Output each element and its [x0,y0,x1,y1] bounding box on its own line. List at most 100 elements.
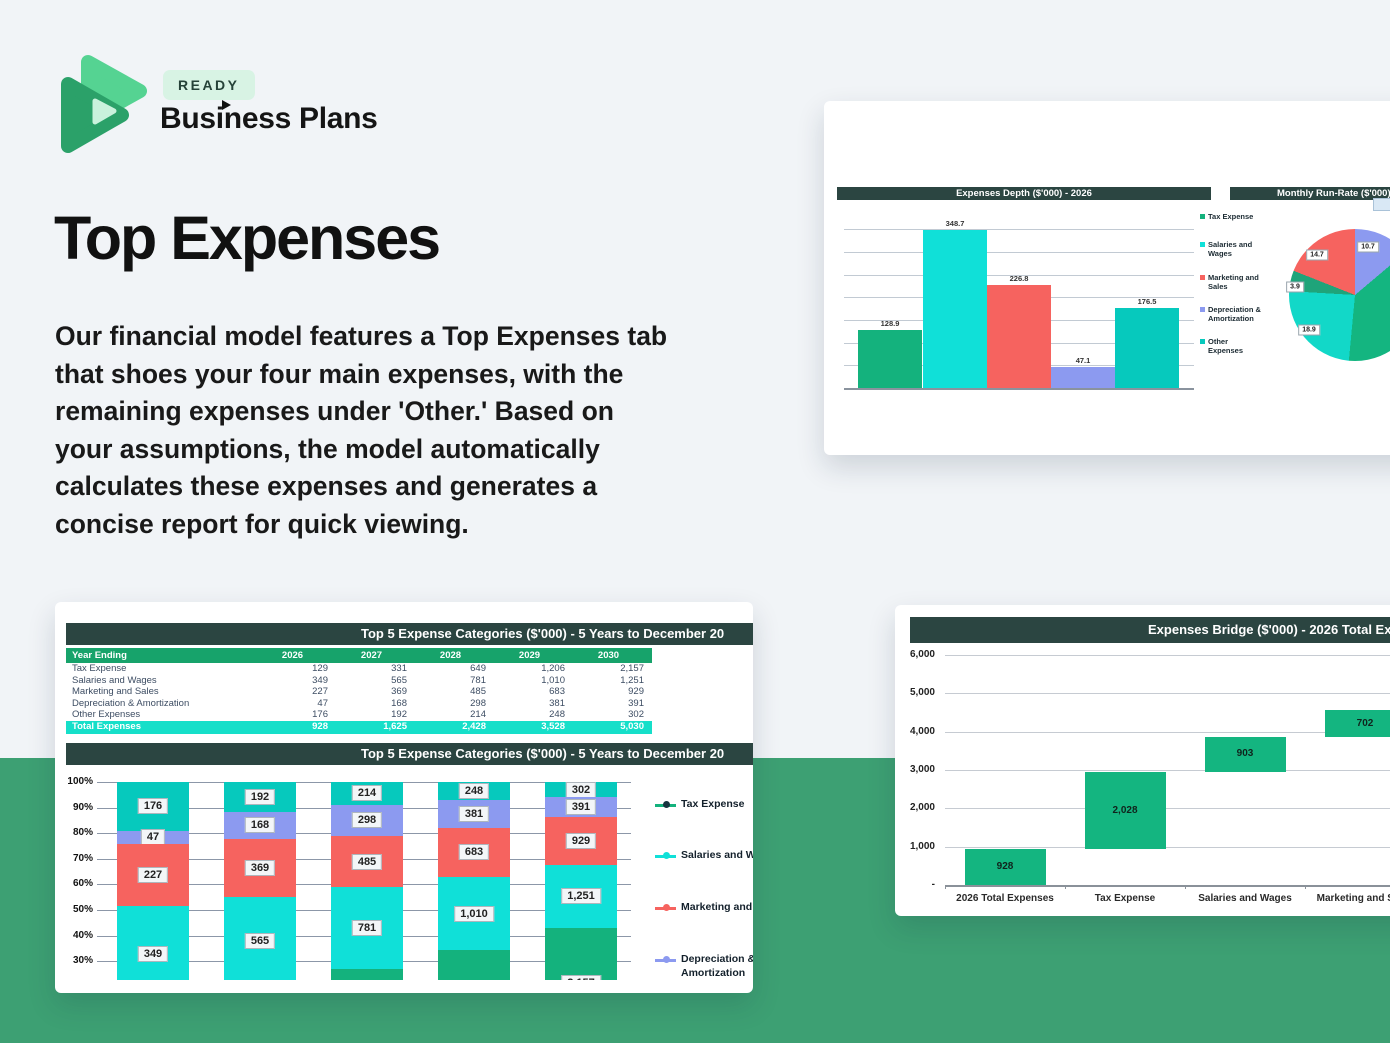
table-row: Depreciation & Amortization 47 168 298 381 39… [66,698,652,710]
x-axis-label: Tax Expense [1094,893,1156,904]
segment-label: 349 [137,946,169,963]
legend-label: Depreciation & Amortization [1208,305,1261,323]
table-header-row: Year Ending 2026 2027 2028 2029 2030 [66,648,652,663]
table-cell: 1,625 [383,721,407,732]
segment-label: 2,157 [561,975,601,980]
bar-value-label: 903 [1236,748,1254,760]
chart-title-depth: Expenses Depth ($'000) - 2026 [956,188,1092,199]
table-cell: 391 [628,697,644,709]
expenses-bridge-card: Expenses Bridge ($'000) - 2026 Total Exp… [895,605,1390,916]
segment-label: 683 [458,844,490,861]
legend-label: Depreciation & Amortization [681,953,753,979]
gridline [945,731,1390,733]
legend-label: Marketing and Sales [681,901,753,913]
axis-tick-mark [1305,885,1306,889]
segment-label: 214 [351,785,383,802]
pie-slice-label: 3.9 [1286,281,1304,293]
stacked-bar: 17647227349129 [117,782,189,980]
table-cell: 2030 [597,650,620,661]
axis-tick-mark [945,885,946,889]
table-cell: 168 [391,697,407,709]
bar [858,329,922,388]
bar-value-label: 702 [1356,717,1374,729]
page-description: Our financial model features a Top Expen… [55,318,775,544]
x-axis-line [945,885,1390,887]
segment-label: 929 [565,832,597,849]
table-row-label: Year Ending [72,650,127,661]
table-cell: 649 [470,663,486,674]
bar [987,285,1051,388]
chart-title-bar-depth: Expenses Depth ($'000) - 2026 [837,187,1211,200]
table-cell: 248 [549,709,565,721]
segment-label: 176 [137,798,169,815]
table-title: Top 5 Expense Categories ($'000) - 5 Yea… [361,626,725,641]
segment-label: 485 [351,853,383,870]
table-cell: 2,428 [462,721,486,732]
table-cell: 2028 [439,650,462,661]
x-axis-label: Salaries and Wages [1198,893,1292,904]
segment-label: 781 [351,920,383,937]
legend-label: Tax Expense [681,798,745,810]
bar-value-label: 128.9 [880,318,900,328]
y-axis-tick: 3,000 [909,764,935,775]
segment-label: 565 [244,933,276,950]
table-cell: 1,010 [541,674,565,686]
legend-label: Salaries and Wages [681,849,753,861]
waterfall-bar [1084,771,1166,850]
table-cell: 192 [391,709,407,721]
pie-slice-label: 18.9 [1298,324,1320,336]
bar [1115,308,1179,388]
chart-title-runrate: Monthly Run-Rate ($'000) - [1277,188,1390,199]
table-row-label: Total Expenses [72,721,141,732]
table-cell: 485 [470,686,486,698]
table-row-label: Depreciation & Amortization [72,697,190,709]
brand-logo-icon [61,55,147,153]
bar-value-label: 2,028 [1112,804,1138,816]
segment-label: 192 [244,789,276,806]
table-cell: 683 [549,686,565,698]
segment-label: 1,251 [561,888,601,905]
y-axis-tick: 100% [67,776,93,787]
y-axis-tick: 30% [72,955,93,967]
bar-value-label: 348.7 [945,219,965,228]
segment-label: 369 [244,859,276,876]
segment-label: 227 [137,866,169,883]
gridline [844,274,1194,276]
table-cell: 302 [628,709,644,721]
brand-badge: READY [163,70,255,100]
description-line: Our financial model features a Top Expen… [55,321,668,351]
legend-label: Marketing and Sales [1208,273,1259,291]
y-axis-tick: 5,000 [909,687,935,699]
y-axis-tick: 2,000 [909,802,935,814]
legend-swatch [1200,214,1205,219]
segment-label: 248 [458,782,490,799]
table-cell: 2027 [360,650,383,661]
description-line: that shoes your four main expenses, with… [55,358,624,389]
expenses-depth-card: Expenses Depth ($'000) - 2026 Monthly Ru… [824,101,1390,455]
bar [923,230,987,388]
bar-segment [117,906,189,980]
table-row-label: Tax Expense [72,663,127,674]
waterfall-bar [964,849,1046,885]
bridge-title: Expenses Bridge ($'000) - 2026 Total Exp… [1148,622,1390,637]
description-line: your assumptions, the model automaticall… [55,433,600,464]
table-cell: 2026 [281,650,304,661]
pie-slice-label: 10.7 [1357,241,1379,253]
brand-name: Business Plans [160,102,378,135]
y-axis-tick: 90% [72,801,93,813]
page-title: Top Expenses [54,204,441,272]
legend-label: Tax Expense [1208,212,1254,221]
x-axis-label: Marketing and Sales [1316,893,1390,904]
gridline [844,229,1194,231]
segment-label: 168 [244,817,276,834]
description-line: remaining expenses under 'Other.' Based … [55,396,614,427]
stacked-title-bar: Top 5 Expense Categories ($'000) - 5 Yea… [66,743,753,765]
table-row-label: Salaries and Wages [72,674,157,686]
table-cell: 5,030 [620,721,644,732]
table-row-label: Marketing and Sales [72,686,159,698]
table-cell: 47 [317,697,328,709]
x-axis-label: 2026 Total Expenses [956,893,1054,904]
table-cell: 214 [470,709,486,721]
